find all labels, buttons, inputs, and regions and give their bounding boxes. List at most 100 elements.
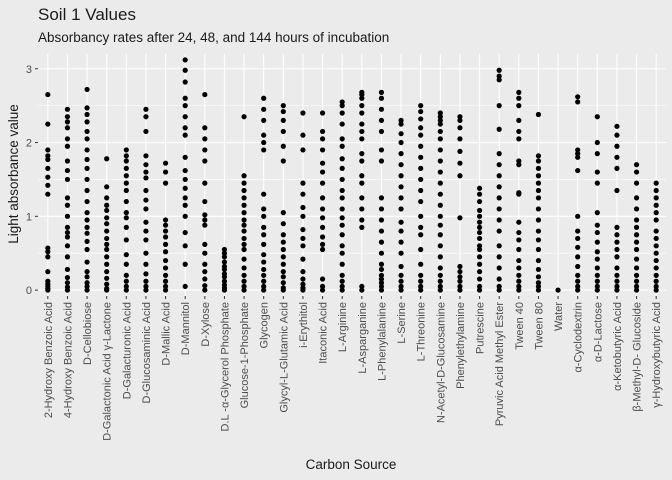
data-point: [457, 215, 463, 221]
data-point: [182, 154, 188, 160]
data-point: [653, 180, 659, 186]
data-point: [437, 136, 443, 142]
data-point: [398, 206, 404, 212]
data-point: [437, 110, 443, 116]
data-point: [359, 173, 365, 179]
data-point: [162, 241, 169, 247]
data-point: [575, 228, 581, 234]
data-point: [653, 287, 659, 293]
data-point: [516, 117, 522, 124]
data-point: [398, 162, 404, 168]
data-point: [378, 280, 385, 286]
data-point: [516, 128, 522, 135]
data-point: [143, 162, 149, 168]
data-point: [418, 125, 424, 131]
data-point: [614, 239, 620, 245]
data-point: [45, 245, 51, 251]
data-point: [241, 202, 247, 208]
data-point: [202, 283, 208, 289]
data-point: [437, 283, 443, 290]
data-point: [261, 132, 267, 138]
data-point: [339, 272, 345, 278]
data-point: [280, 221, 286, 227]
data-point: [496, 73, 502, 79]
data-point: [162, 160, 169, 166]
data-point: [143, 271, 149, 277]
data-point: [437, 147, 443, 153]
data-point: [418, 132, 424, 138]
x-tick-label: Glycyl-L-Glutamic Acid: [278, 302, 290, 413]
data-point: [476, 287, 483, 293]
data-point: [437, 243, 443, 249]
data-point: [359, 103, 365, 109]
data-point: [535, 266, 542, 273]
x-tick-label: Glycogen: [259, 302, 271, 348]
data-point: [398, 195, 404, 201]
data-point: [594, 180, 600, 186]
data-point: [633, 265, 640, 271]
data-point: [516, 278, 522, 284]
data-point: [418, 224, 424, 230]
data-point: [221, 278, 228, 284]
data-point: [653, 187, 659, 194]
data-point: [143, 197, 149, 203]
data-point: [300, 243, 306, 249]
data-point: [535, 228, 542, 234]
data-point: [202, 125, 208, 131]
data-point: [261, 252, 267, 258]
data-point: [84, 187, 90, 194]
data-point: [555, 287, 561, 293]
data-point: [261, 117, 267, 124]
x-axis: 2-Hydroxy Benzoic Acid 4-Hydroxy Benzoic …: [43, 296, 663, 441]
data-point: [241, 265, 247, 271]
data-point: [614, 224, 620, 230]
data-point: [594, 229, 600, 236]
data-point: [457, 263, 463, 270]
data-point: [418, 165, 424, 171]
data-point: [319, 136, 326, 142]
data-point: [418, 272, 424, 278]
data-point: [418, 154, 424, 160]
data-point: [614, 283, 620, 290]
data-point: [84, 176, 90, 183]
data-point: [241, 287, 247, 293]
data-point: [339, 143, 345, 149]
data-point: [418, 108, 424, 115]
data-point: [437, 287, 443, 293]
x-tick-label: D-Mannitol: [180, 302, 192, 355]
data-point: [633, 272, 640, 278]
x-tick-label: α-Cyclodextrin: [573, 302, 585, 373]
data-point: [162, 222, 169, 228]
data-point: [123, 224, 129, 230]
data-point: [143, 219, 149, 225]
data-point: [378, 147, 385, 153]
data-point: [280, 261, 286, 267]
data-point: [535, 195, 542, 201]
data-point: [575, 99, 581, 105]
data-point: [202, 158, 208, 164]
x-tick-label: α-Ketobutyric Acid: [612, 302, 624, 391]
data-point: [594, 283, 600, 290]
data-point: [418, 176, 424, 183]
data-point: [261, 224, 267, 230]
data-point: [535, 180, 542, 186]
data-point: [84, 238, 90, 245]
data-point: [221, 246, 228, 253]
data-point: [496, 283, 502, 290]
data-point: [261, 95, 267, 101]
data-point: [437, 254, 443, 260]
data-point: [516, 190, 522, 196]
data-point: [64, 213, 71, 219]
data-point: [476, 219, 483, 225]
data-point: [241, 235, 247, 242]
data-point: [594, 278, 600, 284]
data-point: [516, 89, 522, 95]
data-point: [143, 250, 149, 256]
data-point: [516, 265, 522, 271]
data-point: [633, 278, 640, 284]
data-point: [143, 169, 149, 175]
x-tick-label: D-Mallic Acid: [161, 302, 173, 366]
data-point: [104, 269, 110, 275]
data-point: [614, 143, 620, 149]
